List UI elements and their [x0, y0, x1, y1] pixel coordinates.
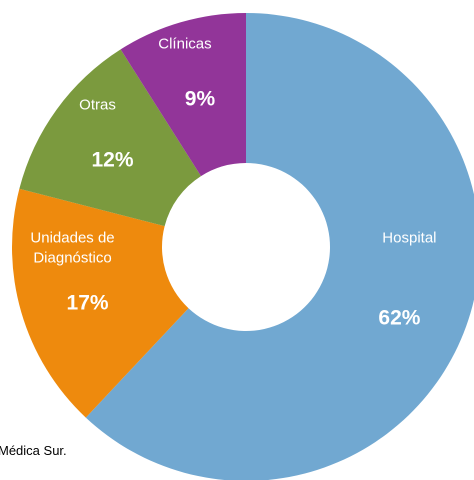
- slice: [11, 188, 189, 418]
- slice-label: Unidades de Diagnóstico: [30, 229, 115, 267]
- slice-label: Hospital: [382, 228, 437, 246]
- slice-label: Clínicas: [158, 34, 212, 52]
- slice-label: Otras: [79, 96, 116, 114]
- note: Médica Sur.: [0, 443, 67, 458]
- value-label: 9%: [184, 86, 216, 110]
- slice: [120, 13, 246, 177]
- value-label: 62%: [378, 306, 421, 330]
- slice: [19, 49, 201, 227]
- value-label: 12%: [91, 148, 134, 172]
- value-label: 17%: [66, 291, 109, 315]
- slice: [85, 13, 474, 480]
